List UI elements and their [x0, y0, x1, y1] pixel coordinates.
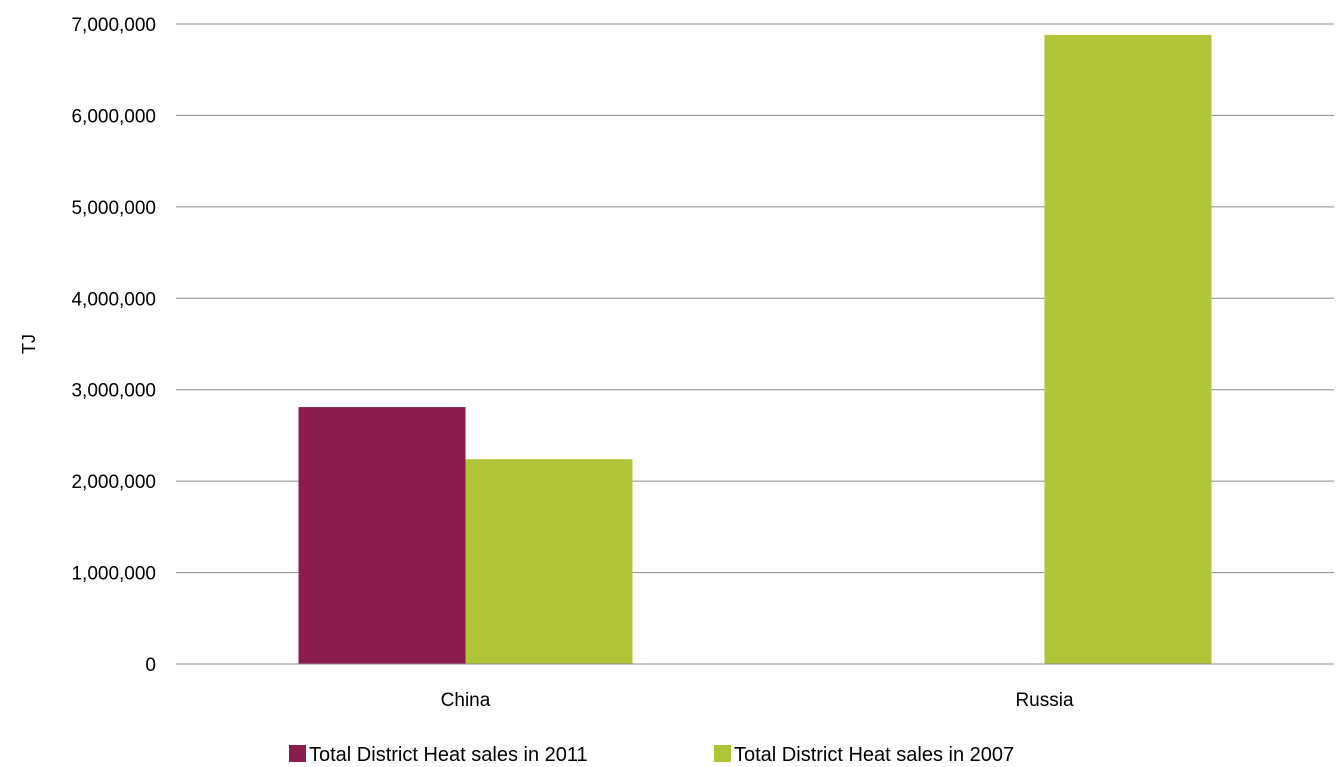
legend-label: Total District Heat sales in 2011: [309, 744, 588, 766]
y-tick-label: 1,000,000: [71, 564, 156, 585]
x-tick-label: Russia: [1015, 690, 1074, 711]
y-tick-label: 4,000,000: [71, 289, 156, 310]
y-tick-label: 7,000,000: [71, 15, 156, 36]
bar-china-series-2: [465, 459, 633, 664]
x-axis-tick-labels: China Russia: [441, 690, 1074, 711]
bars: [298, 34, 1212, 664]
x-tick-label: China: [441, 690, 491, 711]
y-tick-label: 3,000,000: [71, 381, 156, 402]
y-axis-tick-labels: 0 1,000,000 2,000,000 3,000,000 4,000,000 5,0…: [71, 15, 156, 676]
bar-russia-series-2: [1044, 34, 1212, 664]
y-tick-label: 6,000,000: [71, 106, 156, 127]
legend-swatch: [289, 745, 306, 762]
legend: Total District Heat sales in 2011 Total D…: [289, 744, 1014, 766]
y-tick-label: 5,000,000: [71, 198, 156, 219]
legend-label: Total District Heat sales in 2007: [734, 744, 1014, 766]
y-axis-title: TJ: [19, 334, 39, 354]
y-tick-label: 0: [145, 655, 156, 676]
legend-swatch: [714, 745, 731, 762]
bar-china-series-1: [298, 407, 466, 664]
y-tick-label: 2,000,000: [71, 472, 156, 493]
